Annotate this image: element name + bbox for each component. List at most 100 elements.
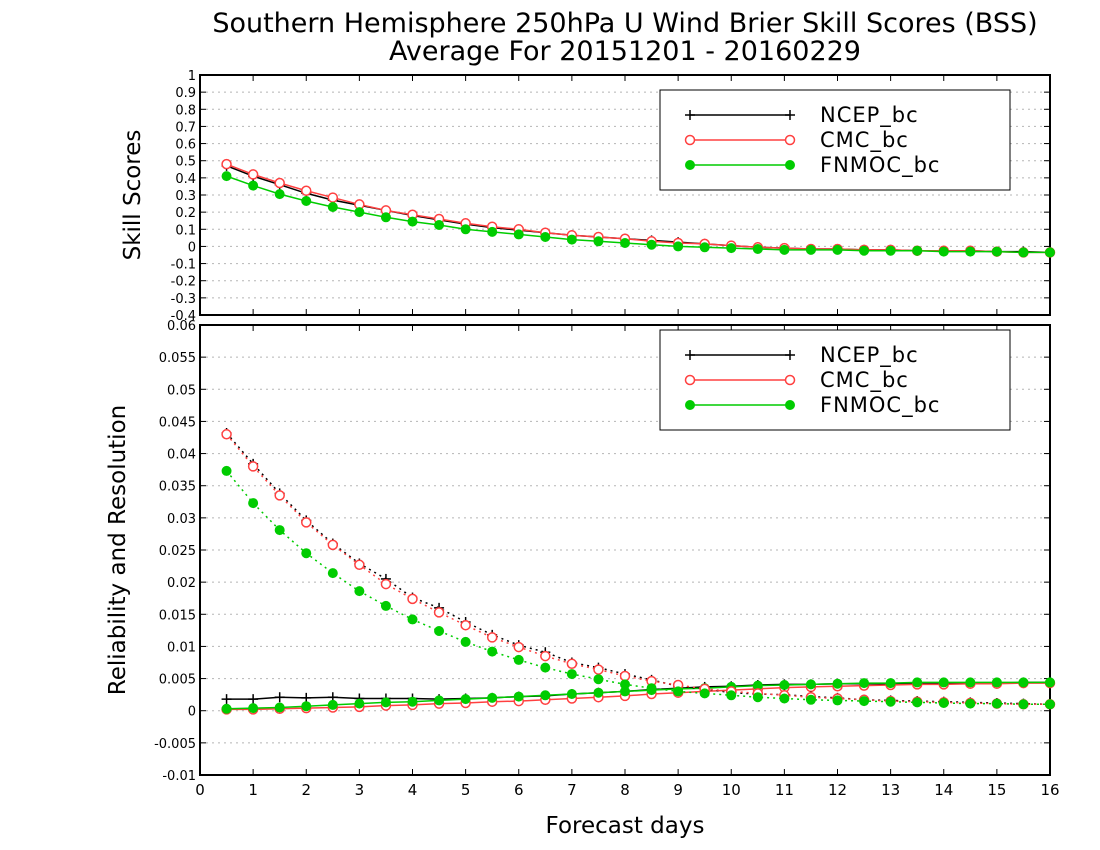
data-point — [859, 678, 870, 689]
data-point — [785, 400, 795, 410]
data-point — [407, 614, 418, 625]
data-point — [965, 698, 976, 709]
data-point — [784, 374, 796, 386]
data-point — [785, 160, 795, 170]
x-tick-label: 11 — [775, 781, 794, 799]
data-point — [1018, 247, 1029, 258]
x-tick-label: 9 — [673, 781, 683, 799]
data-point — [433, 607, 445, 618]
y-tick-label: 0.9 — [175, 86, 196, 101]
data-point — [327, 192, 339, 203]
data-point — [327, 202, 338, 212]
data-point — [912, 677, 923, 688]
data-point — [407, 696, 418, 707]
data-point — [327, 568, 338, 579]
data-point — [407, 593, 418, 605]
y-tick-label: 0.025 — [159, 544, 196, 559]
data-point — [912, 245, 923, 256]
chart-title-line2: Average For 20151201 - 20160229 — [389, 36, 861, 67]
series-CMC_bc-resolution — [221, 429, 1056, 710]
data-point — [832, 695, 843, 706]
legend-entry: CMC_bc — [684, 128, 909, 153]
data-point — [274, 692, 285, 703]
data-point — [513, 654, 524, 665]
data-point — [885, 696, 896, 707]
data-point — [684, 374, 696, 386]
data-point — [487, 692, 498, 703]
data-point — [566, 658, 578, 670]
series-FNMOC_bc-resolution — [221, 465, 1055, 710]
y-tick-label: -0.01 — [162, 769, 196, 784]
y-tick-label: 0.055 — [159, 351, 196, 366]
data-point — [301, 196, 312, 206]
data-point — [513, 229, 524, 240]
data-point — [487, 646, 498, 657]
data-point — [354, 698, 365, 709]
legend-label: CMC_bc — [820, 128, 909, 153]
data-point — [248, 703, 259, 714]
skill-scores-panel: -0.4 -0.3 -0.2 -0.1 0 0.1 0.2 0.3 0.4 0.5 0.6 0.7 0.… — [120, 69, 1056, 324]
y-tick-label: 0.005 — [159, 673, 196, 688]
data-point — [247, 461, 259, 472]
data-point — [248, 694, 259, 705]
data-point — [221, 703, 232, 714]
data-point — [274, 177, 285, 189]
data-point — [248, 498, 259, 509]
data-point — [779, 244, 790, 255]
data-point — [912, 697, 923, 708]
y-tick-label: 0.015 — [159, 608, 196, 623]
data-point — [1018, 677, 1029, 688]
data-point — [620, 679, 630, 690]
series-line — [225, 470, 1050, 706]
legend-label: NCEP_bc — [820, 343, 919, 368]
data-point — [354, 559, 365, 571]
data-point — [859, 696, 870, 707]
legend-label: NCEP_bc — [820, 103, 919, 128]
series-FNMOC_bc — [221, 171, 1055, 258]
data-point — [593, 674, 604, 685]
y-tick-label: 0.5 — [175, 155, 196, 170]
series-line — [226, 682, 1050, 711]
y-tick-label: 0.045 — [159, 415, 196, 430]
y-tick-label: 0.6 — [175, 138, 196, 153]
legend-label: CMC_bc — [820, 368, 909, 393]
legend-entry: FNMOC_bc — [685, 153, 939, 178]
data-point — [540, 662, 551, 673]
data-point — [1045, 677, 1055, 688]
data-point — [301, 517, 312, 528]
y-tick-label: 0.05 — [167, 383, 196, 398]
y-tick-label: 0.02 — [167, 576, 196, 591]
y-tick-label: 0.2 — [175, 206, 196, 221]
data-point — [487, 226, 498, 237]
x-tick-label: 16 — [1040, 781, 1059, 799]
data-point — [938, 677, 949, 688]
data-point — [460, 619, 471, 631]
legend-entry: NCEP_bc — [685, 103, 919, 128]
data-point — [685, 400, 695, 410]
data-point — [274, 189, 285, 200]
data-point — [685, 350, 695, 360]
legend-label: FNMOC_bc — [820, 393, 940, 418]
data-point — [832, 678, 843, 689]
data-point — [380, 600, 391, 611]
data-point — [301, 692, 312, 703]
data-point — [885, 678, 896, 689]
data-point — [434, 626, 445, 636]
x-tick-label: 0 — [195, 781, 205, 799]
y-tick-label: 0.7 — [175, 120, 196, 135]
data-point — [619, 670, 631, 682]
data-point — [593, 687, 604, 698]
data-point — [965, 246, 976, 257]
data-point — [805, 244, 816, 255]
data-point — [221, 465, 232, 476]
legend-entry: FNMOC_bc — [685, 393, 940, 418]
y-tick-label: 0.4 — [175, 172, 196, 187]
data-point — [274, 525, 285, 536]
y-tick-label: 1 — [188, 69, 196, 84]
data-point — [274, 490, 285, 501]
x-tick-label: 14 — [934, 781, 953, 799]
data-point — [699, 688, 710, 699]
